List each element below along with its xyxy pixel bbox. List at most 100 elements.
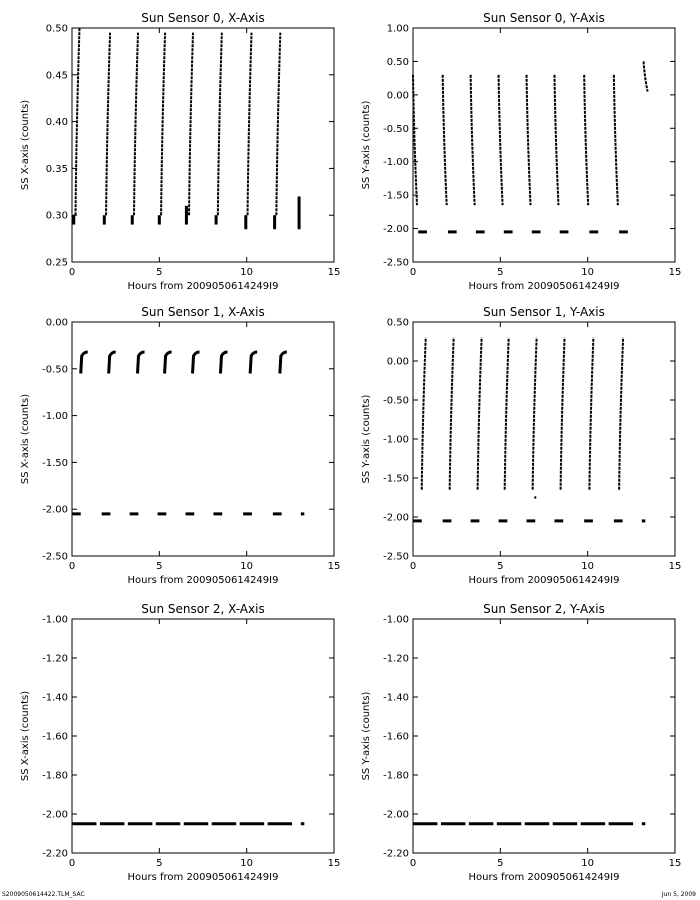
data-hook: [79, 350, 88, 374]
chart-panels: Sun Sensor 0, X-Axis 0.25 0.30 0.35 0.40 0.45…: [20, 11, 681, 883]
data-ramp: [246, 32, 253, 216]
data-hook: [218, 350, 228, 374]
data-ramp: [469, 74, 476, 206]
data-ramp: [441, 74, 448, 206]
chart-title: Sun Sensor 0, Y-Axis: [483, 11, 605, 25]
plot-frame: [412, 27, 676, 263]
data-ramp: [188, 32, 195, 216]
chart-title: Sun Sensor 1, Y-Axis: [483, 305, 605, 319]
data-ramp: [216, 32, 223, 216]
x-tick-label: 10: [581, 858, 594, 869]
data-ramp: [559, 337, 566, 490]
y-tick-label: 0.35: [46, 164, 68, 175]
y-tick-label: -1.40: [42, 693, 68, 704]
y-tick-label: -1.60: [383, 732, 409, 743]
x-tick-label: 10: [581, 267, 594, 278]
y-tick-label: -0.50: [383, 396, 409, 407]
data-ramp: [525, 74, 532, 206]
y-tick-label: -1.80: [383, 771, 409, 782]
y-tick-label: -2.50: [383, 552, 409, 563]
y-tick-label: -2.00: [383, 224, 409, 235]
data-ramp: [583, 74, 590, 206]
data-ramp: [553, 74, 560, 206]
x-tick-label: 15: [669, 561, 682, 572]
y-tick-label: 0.00: [387, 357, 409, 368]
y-axis-label: SS Y-axis (counts): [361, 394, 372, 483]
x-tick-label: 5: [156, 267, 162, 278]
chart-panel-4: Sun Sensor 1, Y-Axis -2.50 -2.00 -1.50 -1.00…: [361, 305, 681, 586]
x-tick-label: 5: [497, 267, 503, 278]
plot-frame: [71, 27, 335, 263]
data-ramp: [105, 32, 112, 216]
x-axis-label: Hours from 2009050614249I9: [469, 872, 620, 883]
data-ramp: [642, 61, 649, 92]
y-tick-label: 0.50: [46, 24, 68, 35]
y-tick-label: 0.25: [46, 258, 68, 269]
y-tick-label: 0.40: [46, 117, 68, 128]
y-tick-label: -1.00: [42, 615, 68, 626]
x-tick-label: 5: [156, 561, 162, 572]
x-axis-label: Hours from 2009050614249I9: [469, 281, 620, 292]
x-tick-label: 5: [156, 858, 162, 869]
y-tick-label: -1.50: [383, 191, 409, 202]
x-tick-label: 0: [410, 267, 416, 278]
y-tick-label: -1.00: [383, 615, 409, 626]
data-ramp: [275, 32, 282, 216]
x-tick-label: 5: [497, 858, 503, 869]
y-tick-label: 0.30: [46, 211, 68, 222]
chart-title: Sun Sensor 1, X-Axis: [141, 305, 264, 319]
y-tick-label: 0.50: [387, 57, 409, 68]
y-tick-label: -1.20: [383, 654, 409, 665]
x-tick-label: 0: [69, 858, 75, 869]
y-tick-label: -1.40: [383, 693, 409, 704]
y-axis-label: SS Y-axis (counts): [361, 691, 372, 780]
data-hook: [248, 350, 258, 374]
x-tick-label: 15: [328, 267, 341, 278]
y-tick-label: -0.50: [383, 124, 409, 135]
y-tick-label: -2.50: [42, 552, 68, 563]
y-tick-label: -1.00: [383, 435, 409, 446]
data-ramp: [412, 74, 418, 206]
y-tick-label: -1.50: [42, 458, 68, 469]
x-axis-label: Hours from 2009050614249I9: [128, 281, 279, 292]
y-axis-label: SS X-axis (counts): [20, 691, 31, 781]
y-tick-label: 0.45: [46, 70, 68, 81]
x-tick-label: 15: [328, 561, 341, 572]
data-hook: [278, 350, 287, 374]
data-ramp: [420, 337, 427, 490]
y-tick-label: -1.80: [42, 771, 68, 782]
chart-title: Sun Sensor 0, X-Axis: [141, 11, 264, 25]
data-ramp: [476, 337, 483, 490]
x-axis-label: Hours from 2009050614249I9: [128, 575, 279, 586]
x-tick-label: 0: [410, 561, 416, 572]
data-hook: [136, 350, 145, 374]
x-axis-label: Hours from 2009050614249I9: [469, 575, 620, 586]
y-axis-label: SS Y-axis (counts): [361, 100, 372, 189]
y-tick-label: -1.50: [383, 474, 409, 485]
footer-filename: S2009050614422.TLM_SAC: [2, 891, 85, 898]
data-ramp: [74, 27, 81, 216]
data-ramp: [133, 32, 140, 216]
x-tick-label: 10: [240, 267, 253, 278]
y-tick-label: 0.00: [387, 90, 409, 101]
x-tick-label: 0: [69, 267, 75, 278]
y-tick-label: -2.00: [42, 810, 68, 821]
data-hook: [107, 350, 116, 374]
data-ramp: [612, 74, 619, 206]
x-tick-label: 15: [669, 267, 682, 278]
data-ramp: [531, 337, 538, 490]
data-ramp: [448, 337, 455, 490]
chart-title: Sun Sensor 2, X-Axis: [141, 602, 264, 616]
x-tick-label: 10: [240, 858, 253, 869]
data-ramp: [503, 337, 510, 490]
y-tick-label: -1.00: [42, 411, 68, 422]
data-ramp: [160, 32, 167, 216]
x-tick-label: 0: [69, 561, 75, 572]
plot-frame: [71, 321, 335, 557]
x-tick-label: 5: [497, 561, 503, 572]
chart-panel-5: Sun Sensor 2, X-Axis -2.20 -2.00 -1.80 -1.60…: [20, 602, 340, 883]
y-tick-label: -0.50: [42, 364, 68, 375]
chart-panel-1: Sun Sensor 0, X-Axis 0.25 0.30 0.35 0.40 0.45…: [20, 11, 340, 292]
